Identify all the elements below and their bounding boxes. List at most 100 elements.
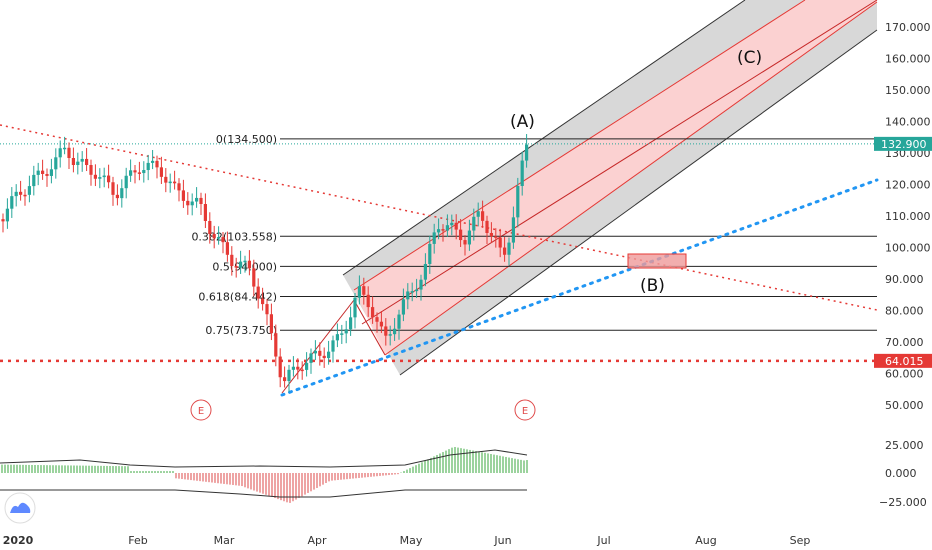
candle-body (507, 242, 511, 255)
candle-body (5, 208, 9, 222)
candle-body (481, 211, 485, 221)
candle-body (93, 174, 97, 179)
candle-body (120, 188, 124, 199)
candle-body (265, 304, 269, 315)
fib-level-label: 0.75(73.750) (205, 324, 277, 337)
fib-level-label: 0(134.500) (216, 133, 277, 146)
candle-body (357, 286, 361, 298)
candle-body (291, 366, 295, 370)
time-tick-label: Apr (307, 534, 327, 547)
candle-body (454, 222, 458, 230)
candle-body (256, 286, 260, 299)
candle-body (181, 190, 185, 201)
price-tick-label: 80.000 (885, 305, 924, 318)
candle-body (217, 237, 221, 239)
candle-body (305, 362, 309, 370)
fib-level-label: 0.618(84.442) (198, 291, 277, 304)
candle-body (58, 148, 62, 158)
candle-body (45, 173, 49, 176)
pitchfork-channel (281, 0, 878, 394)
candle-body (489, 232, 493, 237)
time-axis[interactable]: 2020 Feb Mar Apr May Jun Jul Aug Sep (3, 534, 811, 547)
candle-body (230, 254, 234, 266)
candle-body (375, 317, 379, 322)
channel-lower-mid-line (384, 1, 878, 356)
candle-body (318, 350, 322, 356)
channel-upper-line (342, 0, 746, 276)
time-tick-label: Feb (128, 534, 147, 547)
candle-body (151, 160, 155, 163)
candle-body (362, 286, 366, 295)
candle-body (212, 234, 216, 239)
candle-body (168, 181, 172, 184)
candle-body (32, 174, 36, 187)
candle-body (441, 229, 445, 231)
svg-text:64.015: 64.015 (885, 355, 924, 368)
candle-body (322, 355, 326, 359)
candle-body (450, 222, 454, 226)
time-tick-label: Mar (214, 534, 235, 547)
time-tick-label: Jul (596, 534, 610, 547)
time-tick-label: Aug (695, 534, 716, 547)
pitchfork-base (353, 299, 386, 356)
earnings-marker[interactable]: E (190, 399, 212, 421)
candle-body (36, 170, 40, 175)
macd-oscillator (0, 447, 528, 503)
oscillator-tick-label: 0.000 (885, 467, 917, 480)
candle-body (129, 170, 133, 176)
candle-body (208, 220, 212, 235)
pitchfork-handle (281, 299, 355, 394)
candle-body (142, 170, 146, 174)
candle-body (71, 157, 75, 166)
candle-body (124, 175, 128, 189)
candle-body (401, 299, 405, 315)
candle-body (419, 279, 423, 290)
time-tick-label: Jun (493, 534, 511, 547)
target-zone-box[interactable] (627, 253, 687, 269)
candle-body (159, 167, 163, 177)
oscillator-axis: 25.000 0.000 −25.000 (879, 439, 927, 509)
candle-body (525, 144, 529, 161)
candle-body (432, 232, 436, 244)
candle-body (239, 261, 243, 268)
candle-body (80, 158, 84, 162)
candle-body (155, 160, 159, 168)
candle-body (467, 230, 471, 245)
candle-body (296, 366, 300, 370)
candle-body (476, 211, 480, 217)
candle-body (252, 268, 256, 287)
candle-body (309, 353, 313, 363)
candle-body (186, 200, 190, 206)
price-tick-label: 150.000 (885, 84, 931, 97)
tradingview-logo (4, 492, 36, 524)
annotation-b: (B) (640, 276, 665, 296)
candle-body (344, 329, 348, 334)
candle-body (393, 328, 397, 335)
candle-body (67, 147, 71, 158)
price-axis[interactable]: 170.000160.000150.000140.000130.000120.0… (885, 21, 931, 412)
candle-body (19, 191, 23, 195)
candle-body (225, 242, 229, 255)
price-tick-label: 110.000 (885, 210, 931, 223)
candle-body (313, 350, 317, 354)
svg-text:E: E (522, 406, 528, 417)
candle-body (274, 333, 278, 357)
candle-body (190, 201, 194, 206)
candle-body (485, 220, 489, 233)
candle-body (177, 183, 181, 191)
candle-body (472, 216, 476, 231)
candle-body (133, 170, 137, 173)
price-tick-label: 120.000 (885, 179, 931, 192)
candle-body (137, 172, 141, 174)
earnings-marker[interactable]: E (514, 399, 536, 421)
candle-body (463, 240, 467, 245)
support-price-tag: 64.015 (874, 353, 932, 368)
candle-body (247, 260, 251, 269)
candle-body (278, 356, 282, 378)
candle-body (520, 160, 524, 186)
price-tick-label: 70.000 (885, 336, 924, 349)
candle-body (327, 351, 331, 359)
channel-lower-line (399, 29, 878, 376)
candle-body (234, 265, 238, 268)
